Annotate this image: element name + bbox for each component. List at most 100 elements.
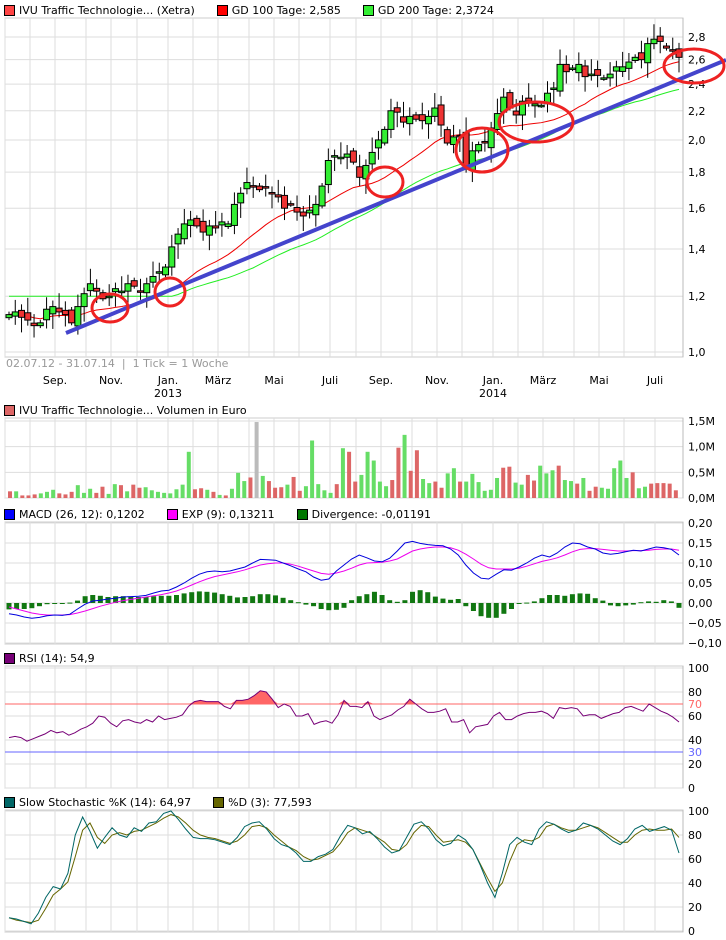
svg-text:1,0M: 1,0M bbox=[688, 441, 715, 454]
divergence-bar bbox=[402, 600, 408, 603]
divergence-bar bbox=[181, 593, 187, 603]
divergence-bar bbox=[75, 600, 81, 603]
svg-text:20: 20 bbox=[688, 901, 702, 914]
highlight-circle bbox=[153, 276, 187, 308]
trendline bbox=[65, 58, 726, 335]
svg-text:1,4: 1,4 bbox=[688, 243, 706, 256]
volume-bar bbox=[38, 493, 43, 498]
stoch-k-line bbox=[8, 810, 680, 925]
candle bbox=[575, 63, 583, 74]
volume-bar bbox=[266, 481, 271, 498]
volume-bar bbox=[507, 466, 512, 498]
divergence-bar bbox=[577, 593, 583, 603]
divergence-bar bbox=[166, 595, 172, 603]
svg-text:2,8: 2,8 bbox=[688, 31, 706, 44]
volume-bar bbox=[606, 488, 611, 498]
divergence-bar bbox=[531, 601, 537, 603]
volume-bar bbox=[421, 479, 426, 498]
highlight-circle bbox=[662, 47, 726, 85]
divergence-bar bbox=[250, 596, 256, 603]
volume-bar bbox=[131, 484, 136, 498]
volume-bar bbox=[525, 474, 530, 498]
candle bbox=[412, 114, 420, 120]
volume-bar bbox=[476, 482, 481, 498]
divergence-bar bbox=[501, 603, 507, 614]
divergence-bar bbox=[448, 599, 454, 603]
candle bbox=[155, 271, 163, 274]
volume-bar bbox=[445, 473, 450, 498]
volume-bar bbox=[81, 492, 86, 498]
candle bbox=[337, 156, 345, 160]
divergence-bar bbox=[364, 594, 370, 603]
divergence-bar bbox=[394, 601, 400, 603]
divergence-bar bbox=[379, 595, 385, 603]
candle bbox=[193, 217, 201, 227]
divergence-bar bbox=[67, 602, 73, 604]
legend-swatch bbox=[213, 796, 225, 808]
candle bbox=[130, 280, 138, 287]
candle bbox=[662, 45, 670, 49]
divergence-bar bbox=[234, 597, 240, 603]
candle bbox=[36, 322, 44, 327]
divergence-bar bbox=[97, 595, 103, 603]
candle bbox=[431, 107, 439, 117]
volume-bar bbox=[180, 484, 185, 498]
svg-text:2,0: 2,0 bbox=[688, 134, 706, 147]
candle bbox=[249, 185, 257, 188]
candle bbox=[255, 185, 263, 191]
svg-text:2,2: 2,2 bbox=[688, 105, 706, 118]
x-tick-label: Juli bbox=[646, 374, 664, 387]
divergence-bar bbox=[592, 598, 598, 603]
candle bbox=[462, 131, 470, 168]
volume-bar bbox=[94, 492, 99, 498]
divergence-bar bbox=[668, 601, 674, 603]
candle bbox=[356, 166, 364, 178]
divergence-bar bbox=[120, 596, 126, 603]
volume-bar bbox=[14, 491, 19, 498]
candle bbox=[212, 225, 220, 229]
volume-bar bbox=[192, 489, 197, 498]
divergence-bar bbox=[174, 595, 179, 603]
candle bbox=[61, 309, 69, 316]
volume-bar bbox=[174, 489, 179, 498]
candle bbox=[187, 219, 195, 226]
candle bbox=[612, 66, 620, 72]
volume-bar bbox=[155, 491, 160, 498]
volume-bar bbox=[254, 422, 259, 498]
divergence-bar bbox=[113, 596, 119, 603]
svg-text:0,10: 0,10 bbox=[688, 557, 713, 570]
candle bbox=[556, 63, 564, 92]
candle bbox=[625, 61, 633, 69]
svg-text:−0,10: −0,10 bbox=[688, 637, 722, 650]
divergence-bar bbox=[90, 595, 96, 603]
volume-legend: IVU Traffic Technologie... Volumen in Eu… bbox=[4, 403, 269, 417]
svg-text:60: 60 bbox=[688, 710, 702, 723]
svg-text:2,6: 2,6 bbox=[688, 54, 706, 67]
candle bbox=[68, 309, 76, 324]
volume-bar bbox=[168, 493, 173, 498]
legend-item-rsi: RSI (14): 54,9 bbox=[4, 652, 95, 665]
volume-bar bbox=[655, 483, 660, 498]
volume-bar bbox=[322, 490, 327, 498]
candle bbox=[293, 206, 301, 213]
divergence-bar bbox=[455, 599, 461, 603]
divergence-bar bbox=[463, 603, 469, 607]
divergence-bar bbox=[410, 591, 416, 603]
svg-text:0,05: 0,05 bbox=[688, 577, 713, 590]
volume-bar bbox=[495, 477, 500, 498]
legend-item-k: Slow Stochastic %K (14): 64,97 bbox=[4, 796, 191, 809]
legend-swatch bbox=[216, 4, 228, 16]
svg-text:40: 40 bbox=[688, 734, 702, 747]
volume-bar bbox=[340, 448, 345, 498]
candle bbox=[111, 288, 119, 293]
legend-label: Slow Stochastic %K (14): 64,97 bbox=[19, 795, 192, 809]
volume-bar bbox=[371, 460, 376, 498]
candle bbox=[381, 128, 389, 144]
rsi-line bbox=[8, 690, 680, 742]
candle bbox=[168, 246, 176, 268]
volume-bar bbox=[162, 492, 167, 498]
volume-bar bbox=[347, 451, 352, 498]
volume-bar bbox=[673, 490, 678, 498]
volume-bar bbox=[414, 450, 419, 498]
volume-bar bbox=[661, 483, 666, 498]
